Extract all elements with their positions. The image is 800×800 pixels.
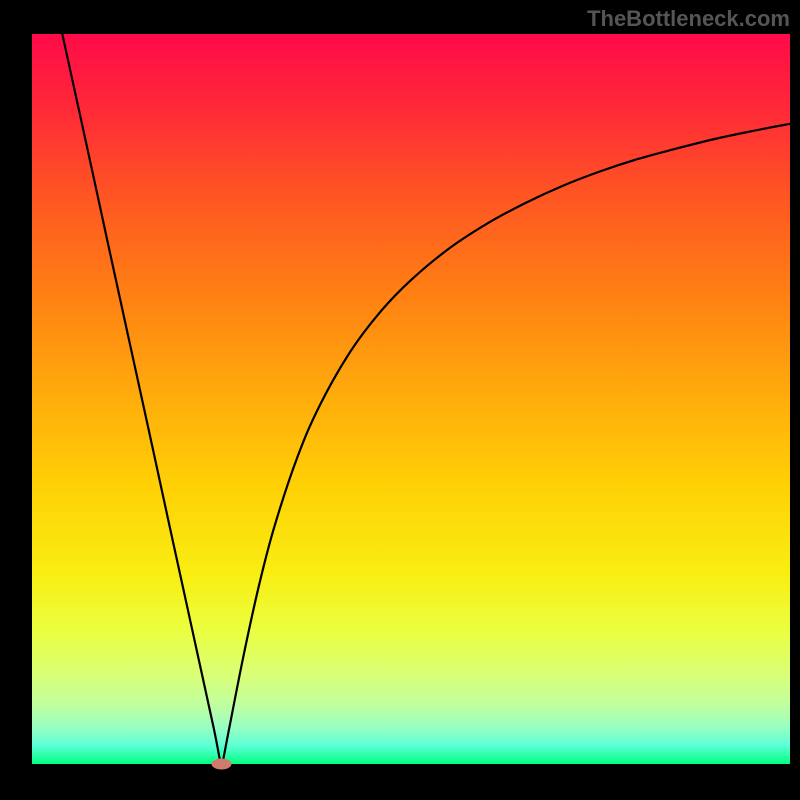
plot-background	[32, 34, 790, 764]
chart-container: TheBottleneck.com	[0, 0, 800, 800]
watermark-text: TheBottleneck.com	[587, 6, 790, 32]
minimum-marker	[212, 759, 232, 770]
bottleneck-chart	[0, 0, 800, 800]
